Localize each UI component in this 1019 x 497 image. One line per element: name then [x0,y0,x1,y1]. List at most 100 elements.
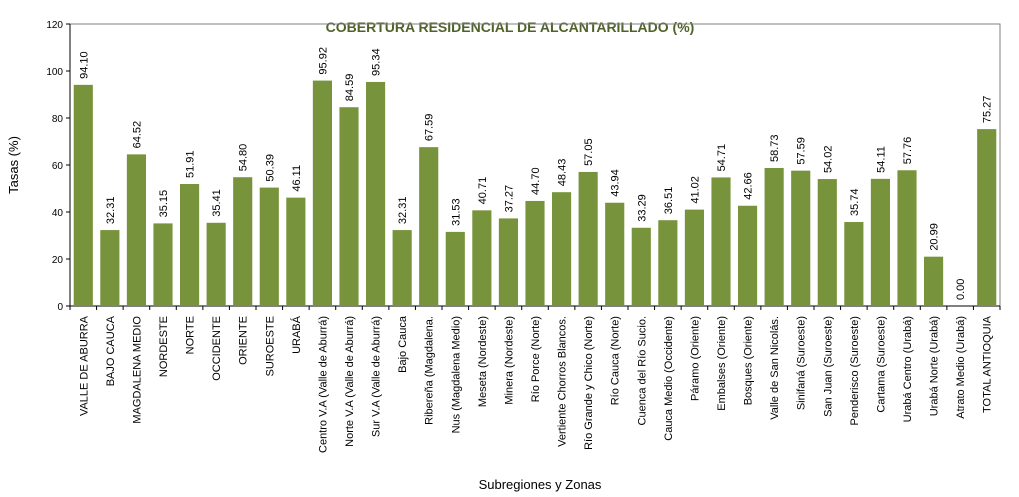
category-label: Páramo (Oriente) [689,316,701,401]
y-tick-label: 80 [52,114,64,125]
bar [73,84,93,307]
bar [498,218,518,306]
bar [870,178,890,306]
bar [817,179,837,306]
bar [764,167,784,306]
data-label: 33.29 [636,194,648,222]
category-label: Valle de San Nicolás. [769,316,781,420]
category-label: Río Porce (Norte) [530,316,542,402]
bar [791,170,811,306]
y-tick-label: 120 [46,20,63,31]
category-label: BAJO CAUCA [105,315,117,386]
category-label: Sinifaná (Suroeste) [796,316,808,410]
category-label: Río Grande y Chico (Norte) [583,316,595,450]
category-label: Bosques (Oriente) [743,316,755,405]
category-label: VALLE DE ABURRA [78,315,90,416]
bar [738,205,758,306]
category-label: URABÁ [290,315,303,354]
bar [126,154,146,306]
bar [100,230,120,306]
bar [525,200,545,306]
category-label: Nus (Magdalena Medio) [450,316,462,433]
data-label: 31.53 [450,198,462,226]
data-label: 67.59 [424,114,436,142]
category-label: NORDESTE [158,316,170,377]
data-label: 35.15 [158,190,170,218]
category-label: Atrato Medio (Urabá) [955,316,967,419]
data-label: 44.70 [530,167,542,195]
chart-title: COBERTURA RESIDENCIAL DE ALCANTARILLADO … [326,19,695,35]
y-tick-label: 0 [57,302,63,313]
y-axis-label: Tasas (%) [6,136,21,194]
category-label: MAGDALENA MEDIO [131,316,143,424]
category-label: TOTAL ANTIOQUIA [982,315,994,413]
bar [419,147,439,306]
category-label: NORTE [185,316,197,354]
bar [605,202,625,306]
data-label: 41.02 [689,176,701,204]
y-tick-label: 40 [52,208,64,219]
category-label: San Juan (Suroeste) [822,316,834,417]
data-label: 57.59 [796,137,808,165]
category-label: Embalses (Oriente) [716,316,728,411]
bar [897,170,917,306]
data-label: 50.39 [264,154,276,182]
bar [924,256,944,306]
data-label: 36.51 [663,187,675,215]
category-label: Cauca Medio (Occidente) [663,316,675,441]
data-label: 57.76 [902,137,914,165]
category-label: SUROESTE [264,316,276,377]
data-label: 57.05 [583,138,595,166]
y-tick-label: 100 [46,67,63,78]
category-label: Bajo Cauca [397,315,409,373]
bar [472,210,492,306]
category-label: Urabá Centro (Urabá) [902,316,914,422]
bar [206,222,226,306]
bar [445,231,465,306]
bar [578,171,598,306]
data-label: 32.31 [397,197,409,225]
data-label: 95.34 [371,48,383,76]
category-label: Sur V.A (Valle de Aburrá) [371,316,383,437]
category-label: Centro V.A (Valle de Aburrá) [317,316,329,453]
bar [366,81,386,307]
category-label: OCCIDENTE [211,316,223,381]
data-label: 84.59 [344,74,356,102]
category-label: Meseta (Nordeste) [477,316,489,407]
data-label: 64.52 [131,121,143,149]
category-label: Vertiente Chorros Blancos. [557,316,569,447]
data-label: 95.92 [317,47,329,75]
category-label: Minera (Nordeste) [503,316,515,405]
data-label: 37.27 [503,185,515,213]
data-label: 43.94 [610,169,622,197]
plot-area: 0 20 40 60 80 100 120 94.10 VALLE DE ABURRA 32.31… [46,20,1001,453]
data-label: 35.74 [849,188,861,216]
data-label: 51.91 [185,150,197,178]
category-label: Urabá Norte (Urabá) [929,316,941,416]
data-label: 54.11 [875,146,887,173]
category-label: Penderisco (Suroeste) [849,316,861,425]
data-label: 32.31 [105,197,117,225]
bar [312,80,332,306]
data-label: 20.99 [929,223,941,251]
data-label: 46.11 [291,165,303,192]
bar [286,197,306,306]
data-label: 54.02 [822,146,834,174]
bar [684,209,704,306]
bar [153,223,173,306]
x-axis-label: Subregiones y Zonas [479,477,602,492]
y-tick-label: 20 [52,255,64,266]
data-label: 58.73 [769,134,781,162]
bar [711,177,731,306]
data-label: 94.10 [78,51,90,79]
data-label: 0.00 [955,279,967,300]
bar [977,129,997,306]
category-label: Ribereña (Magdalena. [424,316,436,425]
data-label: 54.71 [716,144,728,172]
category-label: ORIENTE [238,316,250,365]
bar [259,187,279,306]
category-label: Norte V.A (Valle de Aburrá) [344,316,356,447]
data-label: 35.41 [211,189,223,217]
category-label: Río Cauca (Norte) [610,316,622,405]
